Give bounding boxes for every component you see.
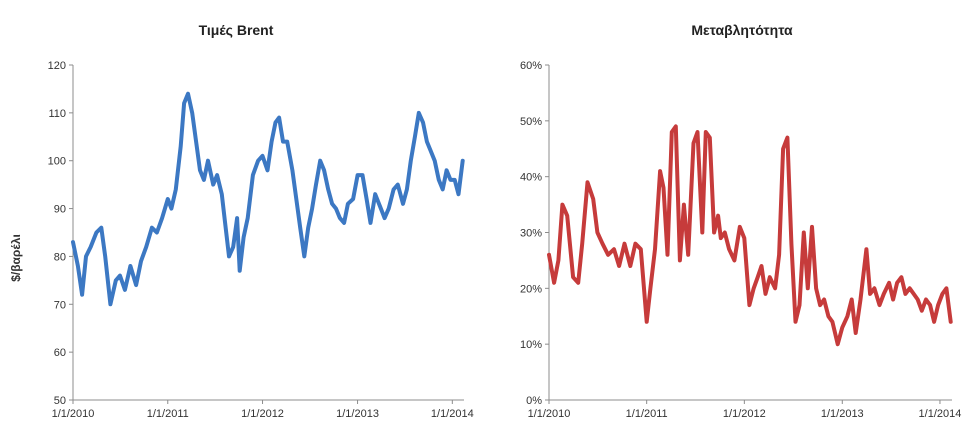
x-tick-label: 1/1/2012 bbox=[723, 408, 766, 420]
x-tick-label: 1/1/2014 bbox=[431, 408, 474, 420]
chart-title: Μεταβλητότητα bbox=[691, 22, 793, 38]
y-tick-label: 10% bbox=[520, 339, 542, 351]
series-line bbox=[547, 124, 953, 347]
x-tick-label: 1/1/2013 bbox=[336, 408, 379, 420]
y-tick-label: 110 bbox=[48, 108, 66, 120]
y-tick-label: 0% bbox=[526, 395, 542, 407]
x-tick-label: 1/1/2011 bbox=[626, 408, 668, 420]
y-tick-label: 30% bbox=[520, 228, 542, 240]
x-tick-label: 1/1/2014 bbox=[919, 408, 962, 420]
x-tick-label: 1/1/2012 bbox=[241, 408, 284, 420]
volatility-chart: Μεταβλητότητα 60%50%40%30%20%10%0%1/1/20… bbox=[520, 22, 961, 420]
chart-title: Τιμές Brent bbox=[199, 22, 274, 38]
brent-price-chart: Τιμές Brent $/βαρέλι 120 110 100 90 80 70 60 50… bbox=[9, 22, 474, 420]
y-tick-label: 20% bbox=[520, 283, 542, 295]
y-tick-label: 40% bbox=[520, 172, 542, 184]
series-line bbox=[71, 91, 465, 307]
y-tick-label: 70 bbox=[54, 299, 66, 311]
y-tick-label: 100 bbox=[48, 156, 66, 168]
x-tick-label: 1/1/2011 bbox=[147, 408, 189, 420]
y-tick-label: 60 bbox=[54, 347, 66, 359]
y-tick-label: 80 bbox=[54, 251, 66, 263]
y-tick-label: 90 bbox=[54, 204, 66, 216]
y-tick-label: 50 bbox=[54, 395, 66, 407]
y-tick-label: 50% bbox=[520, 116, 542, 128]
y-tick-label: 60% bbox=[520, 60, 542, 72]
y-tick-label: 120 bbox=[48, 60, 66, 72]
x-tick-label: 1/1/2010 bbox=[52, 408, 95, 420]
y-axis-title: $/βαρέλι bbox=[9, 234, 23, 282]
x-tick-label: 1/1/2013 bbox=[821, 408, 864, 420]
x-tick-label: 1/1/2010 bbox=[528, 408, 571, 420]
